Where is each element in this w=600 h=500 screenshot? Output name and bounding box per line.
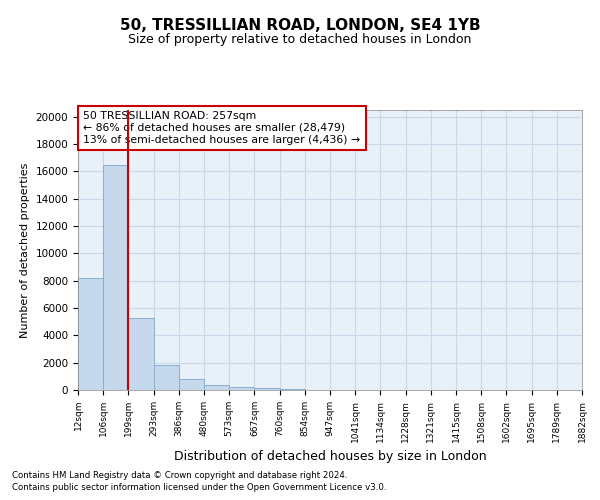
- Text: Contains HM Land Registry data © Crown copyright and database right 2024.: Contains HM Land Registry data © Crown c…: [12, 470, 347, 480]
- Bar: [179, 379, 204, 390]
- Bar: [204, 385, 229, 390]
- X-axis label: Distribution of detached houses by size in London: Distribution of detached houses by size …: [173, 450, 487, 463]
- Bar: [229, 388, 254, 390]
- Text: Contains public sector information licensed under the Open Government Licence v3: Contains public sector information licen…: [12, 483, 386, 492]
- Text: 50, TRESSILLIAN ROAD, LONDON, SE4 1YB: 50, TRESSILLIAN ROAD, LONDON, SE4 1YB: [119, 18, 481, 32]
- Bar: [128, 318, 154, 390]
- Bar: [280, 388, 305, 390]
- Y-axis label: Number of detached properties: Number of detached properties: [20, 162, 30, 338]
- Text: Size of property relative to detached houses in London: Size of property relative to detached ho…: [128, 32, 472, 46]
- Bar: [154, 364, 179, 390]
- Bar: [78, 278, 103, 390]
- Text: 50 TRESSILLIAN ROAD: 257sqm
← 86% of detached houses are smaller (28,479)
13% of: 50 TRESSILLIAN ROAD: 257sqm ← 86% of det…: [83, 112, 360, 144]
- Bar: [254, 388, 280, 390]
- Bar: [103, 164, 128, 390]
